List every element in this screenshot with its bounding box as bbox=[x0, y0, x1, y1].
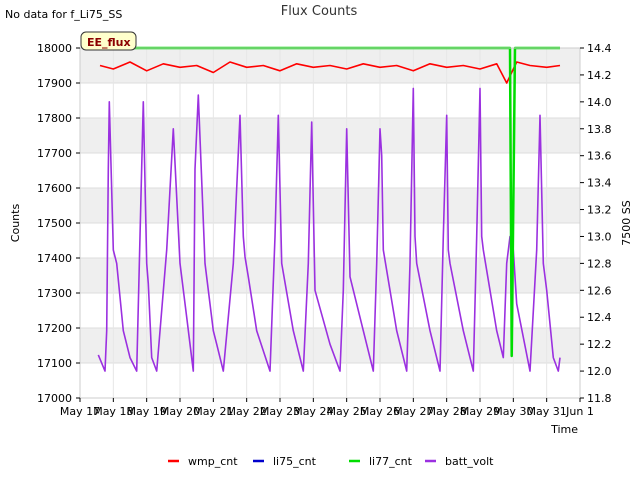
x-tick-label: May 20 bbox=[160, 405, 200, 418]
grid-band bbox=[80, 258, 580, 293]
series-line-batt-volt bbox=[97, 87, 561, 372]
x-tick-label: May 18 bbox=[93, 405, 133, 418]
y2-tick-label: 13.6 bbox=[587, 150, 612, 163]
legend-label-li75-cnt: li75_cnt bbox=[273, 455, 317, 468]
y2-tick-label: 12.4 bbox=[587, 311, 612, 324]
grid-band bbox=[80, 188, 580, 223]
ee-flux-badge: EE_flux bbox=[80, 31, 137, 51]
y2-tick-label: 14.2 bbox=[587, 69, 612, 82]
x-tick-label: May 26 bbox=[360, 405, 400, 418]
y-tick-label: 17700 bbox=[37, 147, 72, 160]
x-tick-label: May 30 bbox=[493, 405, 533, 418]
x-tick-label: May 27 bbox=[393, 405, 433, 418]
y-tick-label: 17900 bbox=[37, 77, 72, 90]
grid-band bbox=[80, 118, 580, 153]
y2-tick-label: 11.8 bbox=[587, 392, 612, 405]
y2-tick-label: 13.4 bbox=[587, 177, 612, 190]
x-tick-label: May 24 bbox=[293, 405, 333, 418]
x-tick-label: May 22 bbox=[227, 405, 267, 418]
y2-tick-label: 12.2 bbox=[587, 338, 612, 351]
legend-label-li77-cnt: li77_cnt bbox=[369, 455, 413, 468]
chart-title: Flux Counts bbox=[281, 4, 358, 19]
y2-axis-label: 7500 SS bbox=[620, 200, 633, 245]
badge-label: EE_flux bbox=[87, 36, 131, 49]
legend-label-wmp-cnt: wmp_cnt bbox=[188, 455, 238, 468]
x-tick-label: Jun 1 bbox=[565, 405, 594, 418]
y2-tick-label: 12.0 bbox=[587, 365, 612, 378]
y-tick-label: 17300 bbox=[37, 287, 72, 300]
x-tick-label: May 23 bbox=[260, 405, 300, 418]
x-tick-label: May 31 bbox=[527, 405, 567, 418]
legend: wmp_cnt li75_cnt li77_cnt batt_volt bbox=[168, 455, 494, 468]
x-tick-label: May 25 bbox=[327, 405, 367, 418]
y-tick-label: 17400 bbox=[37, 252, 72, 265]
y-axis-label: Counts bbox=[9, 204, 22, 243]
right-axis-ticks: 11.8 12.0 12.2 12.4 12.6 12.8 13.0 13.2 13.4 13.6… bbox=[580, 42, 612, 405]
y-tick-label: 17000 bbox=[37, 392, 72, 405]
y2-tick-label: 13.8 bbox=[587, 123, 612, 136]
y2-tick-label: 13.2 bbox=[587, 204, 612, 217]
x-tick-label: May 28 bbox=[427, 405, 467, 418]
x-tick-label: May 19 bbox=[127, 405, 167, 418]
x-tick-label: May 21 bbox=[193, 405, 233, 418]
x-axis-label: Time bbox=[550, 423, 578, 436]
y-tick-label: 17500 bbox=[37, 217, 72, 230]
no-data-note: No data for f_Li75_SS bbox=[5, 8, 122, 21]
y2-tick-label: 12.6 bbox=[587, 284, 612, 297]
y-tick-label: 18000 bbox=[37, 42, 72, 55]
series-line-wmp-cnt bbox=[99, 61, 561, 84]
left-axis-ticks: 17000 17100 17200 17300 17400 17500 17600 17700… bbox=[37, 42, 80, 405]
x-tick-label: May 29 bbox=[460, 405, 500, 418]
y2-tick-label: 14.0 bbox=[587, 96, 612, 109]
y-tick-label: 17200 bbox=[37, 322, 72, 335]
legend-label-batt-volt: batt_volt bbox=[445, 455, 494, 468]
y2-tick-label: 13.0 bbox=[587, 230, 612, 243]
y-tick-label: 17800 bbox=[37, 112, 72, 125]
y2-tick-label: 12.8 bbox=[587, 257, 612, 270]
y-tick-label: 17600 bbox=[37, 182, 72, 195]
y-tick-label: 17100 bbox=[37, 357, 72, 370]
y2-tick-label: 14.4 bbox=[587, 42, 612, 55]
badge-box bbox=[80, 31, 137, 51]
x-tick-label: May 17 bbox=[60, 405, 100, 418]
